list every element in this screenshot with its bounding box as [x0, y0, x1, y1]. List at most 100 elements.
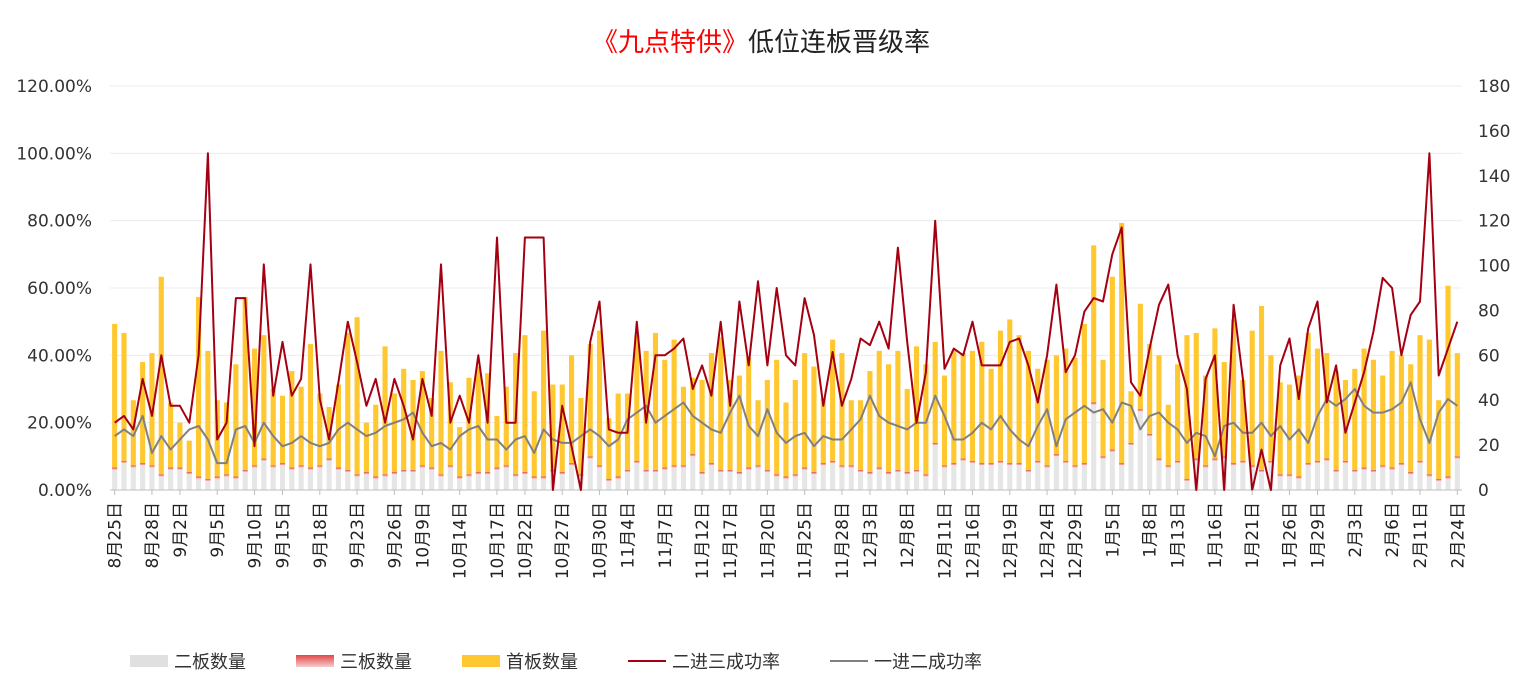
bar-3board: [997, 460, 1004, 464]
bar-2board: [475, 474, 481, 490]
bar-3board: [1184, 478, 1190, 482]
bar-2board: [261, 460, 267, 490]
bar-2board: [923, 476, 929, 490]
bar-2board: [1305, 465, 1311, 490]
bar-2board: [205, 481, 211, 490]
bar-3board: [149, 465, 155, 468]
bar-1board: [1193, 332, 1199, 459]
bar-3board: [1100, 456, 1106, 459]
bar-3board: [205, 478, 211, 482]
bar-3board: [1156, 458, 1162, 461]
bar-1board: [223, 402, 230, 475]
bar-3board: [1268, 460, 1274, 464]
x-tick-label: 9月10日: [246, 502, 266, 568]
right-axis-tick-label: 40: [1478, 391, 1500, 411]
bar-2board: [671, 467, 677, 490]
bar-1board: [335, 384, 342, 468]
bar-2board: [1361, 469, 1367, 490]
bar-2board: [643, 472, 649, 490]
bar-2board: [317, 467, 323, 490]
bar-3board: [140, 463, 146, 466]
bar-2board: [736, 474, 742, 490]
bar-1board: [419, 371, 425, 466]
bar-1board: [718, 337, 724, 470]
bar-2board: [774, 476, 780, 490]
bar-1board: [541, 330, 547, 477]
bar-3board: [121, 460, 127, 464]
legend-item-1to2: 一进二成功率: [830, 648, 982, 674]
left-axis-tick-label: 0.00%: [38, 481, 92, 501]
left-axis-tick-label: 40.00%: [27, 346, 92, 366]
bar-3board: [1333, 469, 1339, 473]
bar-3board: [289, 467, 295, 470]
bar-2board: [1137, 411, 1143, 490]
bar-3board: [596, 465, 603, 468]
bar-1board: [1436, 400, 1442, 479]
bar-1board: [1380, 375, 1386, 466]
bar-2board: [1147, 436, 1153, 490]
bar-3board: [1436, 478, 1442, 482]
bar-3board: [429, 467, 435, 470]
bar-1board: [1408, 364, 1414, 473]
x-tick-label: 1月13日: [1169, 502, 1189, 568]
bar-3board: [1314, 460, 1321, 464]
bar-3board: [177, 467, 183, 470]
bar-1board: [867, 371, 873, 473]
left-axis-tick-label: 120.00%: [16, 77, 92, 97]
bar-3board: [382, 474, 388, 477]
bar-1board: [969, 350, 976, 461]
x-tick-label: 11月28日: [833, 502, 853, 579]
bar-2board: [130, 467, 136, 490]
legend: 二板数量 三板数量 首板数量 二进三成功率 一进二成功率: [0, 648, 1522, 674]
bar-3board: [401, 469, 407, 473]
bar-2board: [1426, 476, 1432, 490]
right-axis-tick-label: 80: [1478, 301, 1500, 321]
bar-2board: [1025, 472, 1031, 490]
bar-3board: [858, 469, 864, 473]
bar-1board: [1147, 344, 1153, 434]
bar-1board: [1426, 339, 1432, 475]
bar-2board: [615, 478, 621, 490]
bar-2board: [1109, 451, 1115, 490]
bar-2board: [755, 467, 761, 490]
bar-3board: [764, 469, 770, 473]
bar-1board: [317, 393, 323, 466]
bar-2board: [587, 458, 593, 490]
x-tick-label: 11月12日: [693, 502, 713, 579]
bar-1board: [979, 341, 985, 464]
bar-3board: [1230, 463, 1237, 466]
bar-2board: [307, 469, 314, 490]
x-tick-label: 1月16日: [1206, 502, 1226, 568]
bar-3board: [1352, 469, 1358, 473]
legend-label-2board: 二板数量: [174, 652, 246, 673]
bar-2board: [345, 472, 351, 490]
bar-2board: [1072, 467, 1078, 490]
left-axis-tick-label: 60.00%: [27, 279, 92, 299]
bar-3board: [746, 467, 752, 470]
bar-2board: [410, 472, 416, 490]
bar-2board: [1398, 465, 1404, 490]
bar-1board: [1156, 355, 1162, 459]
bar-1board: [699, 380, 705, 473]
bar-1board: [1417, 335, 1423, 461]
legend-label-1to2: 一进二成功率: [874, 652, 982, 673]
bar-1board: [764, 380, 770, 470]
right-axis-tick-label: 100: [1478, 257, 1510, 277]
bar-3board: [792, 474, 798, 477]
bar-1board: [792, 380, 798, 475]
bar-3board: [886, 472, 892, 475]
bar-3board: [1193, 458, 1199, 461]
chart-title-highlight: 《九点特供》: [591, 28, 748, 58]
bar-2board: [1053, 456, 1059, 490]
bar-1board: [457, 427, 463, 477]
bar-1board: [1091, 245, 1097, 403]
bar-2board: [1408, 474, 1414, 490]
bar-2board: [251, 467, 258, 490]
bar-1board: [1314, 348, 1321, 461]
x-tick-label: 12月8日: [898, 502, 918, 568]
bar-2board: [690, 456, 696, 490]
bar-3board: [1053, 454, 1059, 457]
bar-1board: [643, 350, 649, 470]
bar-1board: [1277, 382, 1283, 475]
bar-1board: [1333, 371, 1339, 470]
